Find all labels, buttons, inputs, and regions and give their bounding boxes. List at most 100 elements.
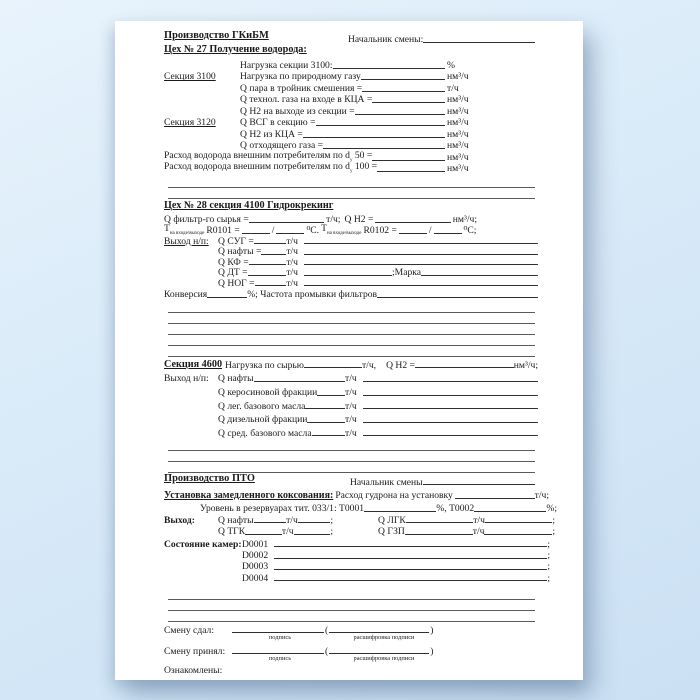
blank-line [168, 176, 535, 188]
blank-field [362, 90, 445, 92]
brand-label: ;Марка [392, 267, 422, 279]
field-label: Q НОГ = [218, 277, 255, 289]
blank-field [248, 221, 325, 223]
field-label: Q ВСГ в секцию = [240, 117, 316, 129]
field-unit: т/ч; [326, 213, 341, 225]
blank-field [362, 408, 538, 410]
blank-field [362, 421, 538, 423]
shift-chief-label: Начальник смены [350, 476, 423, 488]
blank-field [433, 232, 462, 234]
field-unit: % [447, 59, 455, 71]
blank-line [168, 600, 535, 612]
subscript: на входе/выходе [169, 230, 205, 236]
slash: / [428, 224, 432, 236]
field-unit: нм³/ч [447, 71, 469, 83]
field-label: Q H2 = [344, 213, 374, 225]
blank-field [332, 67, 445, 69]
acknowledged-label: Ознакомлены: [164, 665, 223, 677]
field-unit: т/ч [345, 387, 357, 399]
blank-field [474, 510, 547, 512]
blank-field [253, 522, 287, 524]
field-label: R0101 = [206, 224, 240, 236]
blank-field [414, 367, 514, 369]
name-field [329, 632, 430, 634]
field-label: Q ДТ = [218, 267, 248, 279]
s4600-row-naphtha: Выход н/п: Q нафты т/ч [164, 370, 538, 384]
chambers-label: Состояние камер: [164, 538, 242, 550]
semicolon: ; [330, 514, 333, 526]
field-label: Q нафты [218, 373, 254, 385]
field-label: Q нафты = [218, 246, 262, 258]
field-label: Расход водорода внешним потребителям по … [164, 149, 373, 163]
field-unit: т/ч [286, 514, 298, 526]
blank-field [293, 533, 331, 535]
shift-accepted-label: Смену принял: [164, 645, 226, 657]
blank-field [245, 533, 282, 535]
blank-field [274, 557, 548, 559]
s27-row-load: Нагрузка секции 3100: % [164, 59, 473, 71]
degree-unit: ⁰С; [463, 224, 477, 236]
field-label: Q H2 = [386, 359, 415, 371]
field-label: Q H2 из КЦА = [240, 128, 303, 140]
field-label: Q технол. газа на входе в КЦА = [240, 94, 373, 106]
semicolon: ; [547, 538, 550, 550]
blank-field [375, 221, 451, 223]
acknowledged-row: Ознакомлены: [164, 666, 583, 677]
blank-field [276, 232, 305, 234]
conversion-label: Конверсия [164, 289, 208, 301]
blank-field [253, 243, 287, 245]
subscript: у [349, 169, 353, 174]
field-label: Q дизельной фракции [218, 414, 308, 426]
field-label: Q фильтр-го сырья = [164, 213, 249, 225]
blank-field [404, 533, 473, 535]
open-paren: ( [325, 645, 329, 657]
production-title: Производство ГКиБМ [164, 30, 269, 41]
output-col-label: Выход н/п: [164, 235, 209, 247]
field-label: %, Т0002 [436, 503, 475, 515]
pto-title: Производство ПТО [164, 473, 255, 485]
blank-field [372, 159, 445, 161]
blank-line [168, 451, 535, 463]
temp-label: Тна входе/выходе [164, 222, 205, 236]
section-4600-header-row: Секция 4600 Нагрузка по сырью т/ч, Q H2 … [164, 358, 538, 371]
report-content: Производство ГКиБМ Начальник смены: Цех … [115, 21, 583, 677]
chamber-row-d0001: Состояние камер: D0001 ; [164, 538, 550, 549]
blank-field [303, 367, 362, 369]
field-label: Q пара в тройник смешения = [240, 82, 363, 94]
open-paren: ( [325, 624, 329, 636]
field-label: Q нафты [218, 514, 254, 526]
field-unit: нм³/ч; [513, 359, 538, 371]
section-27-heading-row: Цех № 27 Получение водорода: [164, 44, 583, 57]
blank-line [168, 611, 535, 623]
pto-output-row-2: Q ТГК т/ч ; Q ГЗП т/ч ; [164, 525, 555, 537]
temp-label: Тна входе/выходе [321, 222, 362, 236]
field-label: Расход гудрона на установку [335, 490, 453, 502]
semicolon: ; [547, 549, 550, 561]
section-4600-label: Секция 4600 [164, 359, 223, 371]
field-label: Q ЛГК [378, 514, 406, 526]
field-unit: т/ч [345, 427, 357, 439]
blank-line [168, 313, 535, 324]
field-label: Q лег. базового масла [218, 400, 306, 412]
field-label: Q ТГК [218, 526, 246, 538]
chamber-row-d0003: D0003 ; [242, 561, 550, 572]
semicolon: ; [547, 561, 550, 573]
field-unit: т/ч [286, 267, 298, 279]
s28-output-row-dt: Q ДТ = т/ч ;Марка [164, 267, 538, 278]
blank-line [168, 589, 535, 601]
field-unit: нм³/ч [447, 163, 469, 175]
field-unit: т/ч [281, 526, 294, 538]
field-unit: т/ч [473, 514, 485, 526]
shift-chief-label: Начальник смены: [348, 34, 424, 46]
field-unit: нм³/ч; [452, 213, 477, 225]
s27-row-steam: Q пара в тройник смешения = т/ч [164, 82, 473, 94]
blank-field [302, 136, 445, 138]
blank-field [274, 546, 548, 548]
field-unit: т/ч [286, 235, 298, 247]
pto-output-row-1: Выход: Q нафты т/ч ; Q ЛГК т/ч ; [164, 514, 555, 526]
semicolon: ; [547, 572, 550, 584]
blank-field [274, 568, 548, 570]
pto-header: Производство ПТО Начальник смены [164, 474, 535, 487]
blank-field [372, 102, 445, 103]
s27-row-h2out: Q H2 на выходе из секции = нм³/ч [164, 105, 473, 117]
